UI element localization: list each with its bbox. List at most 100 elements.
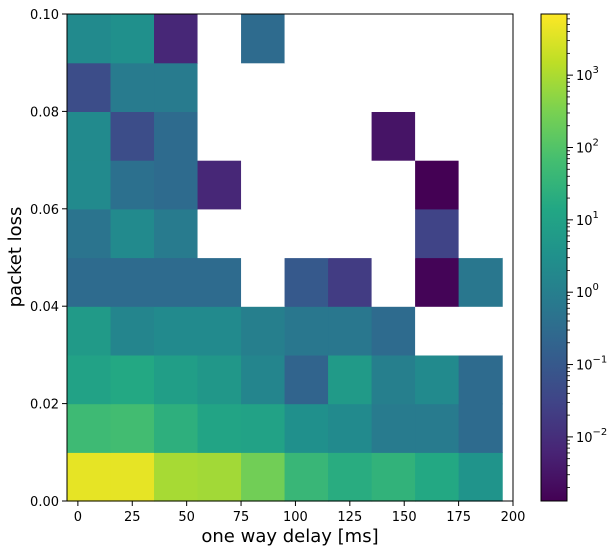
y-axis-label: packet loss: [5, 207, 26, 308]
heatmap-cell: [241, 257, 286, 307]
heatmap-cell: [154, 111, 199, 161]
x-axis: 0 25 50 75 100 125 150 175 200: [74, 501, 526, 525]
x-tick-label: 25: [124, 510, 141, 525]
heatmap-cell: [284, 403, 329, 453]
colorbar-tick-label: 103: [576, 65, 599, 84]
heatmap-cell: [458, 403, 503, 453]
heatmap-cell: [197, 14, 242, 64]
y-tick-label: 0.04: [30, 300, 59, 315]
heatmap-cell: [67, 160, 112, 210]
y-tick-label: 0.08: [30, 105, 59, 120]
heatmap-cell: [284, 14, 329, 64]
heatmap-cell: [458, 62, 503, 112]
heatmap-cell: [241, 62, 286, 112]
heatmap-cell: [197, 62, 242, 112]
y-tick-label: 0.02: [30, 398, 59, 413]
heatmap-cell: [415, 257, 460, 307]
heatmap-cell: [241, 452, 286, 502]
heatmap-cell: [284, 306, 329, 356]
heatmap-cell: [415, 14, 460, 64]
heatmap-cell: [415, 208, 460, 259]
heatmap-cells: [67, 14, 503, 502]
heatmap-cell: [110, 111, 155, 161]
colorbar-tick-label: 100: [576, 282, 599, 301]
heatmap-cell: [371, 452, 416, 502]
heatmap-cell: [415, 306, 460, 356]
heatmap-cell: [371, 208, 416, 259]
heatmap-cell: [110, 403, 155, 453]
heatmap-cell: [241, 111, 286, 161]
heatmap-cell: [371, 62, 416, 112]
heatmap-cell: [458, 452, 503, 502]
heatmap-cell: [241, 208, 286, 259]
heatmap-cell: [110, 257, 155, 307]
heatmap-cell: [154, 354, 199, 405]
heatmap-cell: [371, 111, 416, 161]
plot-frame: [66, 13, 514, 502]
heatmap-cell: [328, 208, 373, 259]
x-tick-label: 0: [74, 510, 82, 525]
heatmap-cell: [328, 306, 373, 356]
colorbar-tick-label: 10−2: [576, 427, 607, 446]
heatmap-cell: [154, 14, 199, 64]
heatmap-cell: [328, 160, 373, 210]
x-tick-label: 50: [178, 510, 195, 525]
heatmap-cell: [415, 452, 460, 502]
heatmap-cell: [458, 306, 503, 356]
heatmap-cell: [328, 354, 373, 405]
heatmap-cell: [110, 306, 155, 356]
heatmap-cell: [197, 208, 242, 259]
heatmap-cell: [458, 14, 503, 64]
colorbar-gradient: [540, 13, 568, 502]
heatmap-cell: [371, 257, 416, 307]
heatmap-cell: [197, 111, 242, 161]
heatmap-cell: [154, 62, 199, 112]
heatmap-cell: [67, 62, 112, 112]
heatmap-cell: [154, 257, 199, 307]
y-tick-label: 0.06: [30, 203, 59, 218]
heatmap-cell: [241, 14, 286, 64]
heatmap-cell: [328, 111, 373, 161]
heatmap-cell: [67, 452, 112, 502]
heatmap-cell: [197, 257, 242, 307]
heatmap-cell: [67, 208, 112, 259]
heatmap-cell: [328, 62, 373, 112]
heatmap-cell: [154, 403, 199, 453]
heatmap-cell: [197, 452, 242, 502]
heatmap-cell: [284, 160, 329, 210]
y-axis: 0.00 0.02 0.04 0.06 0.08 0.10: [30, 8, 67, 510]
heatmap-cell: [197, 306, 242, 356]
x-tick-label: 175: [446, 510, 471, 525]
heatmap-cell: [328, 14, 373, 64]
heatmap-cell: [241, 306, 286, 356]
heatmap-cell: [241, 354, 286, 405]
heatmap-cell: [67, 14, 112, 64]
heatmap-cell: [110, 208, 155, 259]
colorbar-tick-label: 101: [576, 210, 599, 229]
heatmap-cell: [154, 160, 199, 210]
heatmap-cell: [110, 354, 155, 405]
heatmap-cell: [328, 403, 373, 453]
heatmap-cell: [371, 14, 416, 64]
heatmap-cell: [284, 452, 329, 502]
heatmap-cell: [415, 160, 460, 210]
heatmap-cell: [415, 111, 460, 161]
heatmap-cell: [67, 403, 112, 453]
heatmap-cell: [110, 14, 155, 64]
x-tick-label: 200: [501, 510, 526, 525]
colorbar: 10−2 10−1 100 101 102 103: [540, 13, 607, 502]
heatmap-cell: [154, 452, 199, 502]
heatmap-cell: [284, 257, 329, 307]
heatmap-cell: [67, 354, 112, 405]
heatmap-cell: [284, 354, 329, 405]
heatmap-cell: [284, 111, 329, 161]
heatmap-cell: [458, 111, 503, 161]
heatmap-cell: [458, 354, 503, 405]
heatmap-cell: [110, 452, 155, 502]
heatmap-cell: [67, 111, 112, 161]
x-tick-label: 100: [283, 510, 308, 525]
heatmap-cell: [67, 306, 112, 356]
x-tick-label: 150: [392, 510, 417, 525]
heatmap-cell: [328, 257, 373, 307]
heatmap-cell: [197, 354, 242, 405]
